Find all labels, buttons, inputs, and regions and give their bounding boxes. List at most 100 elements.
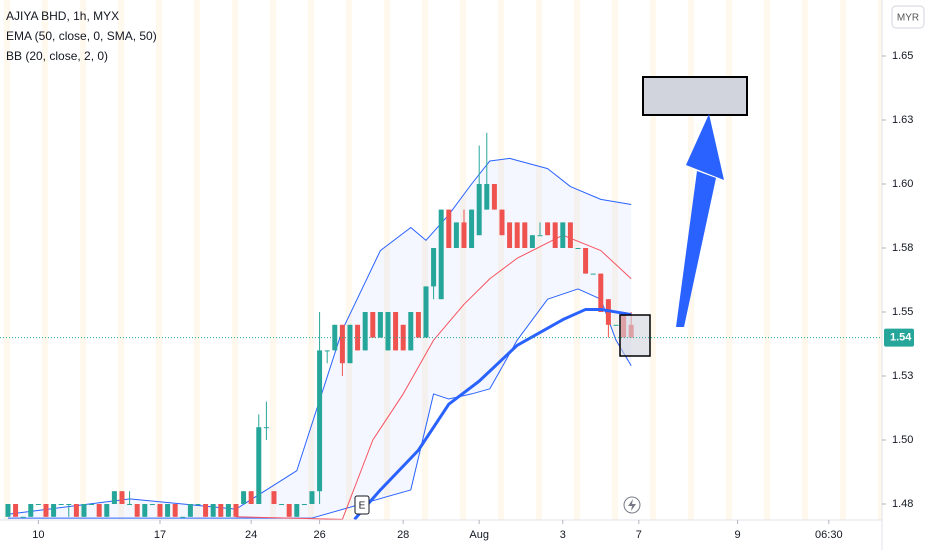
candle-body (180, 516, 186, 518)
session-stripe (574, 0, 580, 520)
candle-body (279, 504, 285, 505)
session-stripe (270, 0, 276, 520)
candle-body (20, 516, 26, 518)
event-label: E (359, 501, 366, 512)
candle-body (58, 504, 64, 505)
candle-body (271, 491, 277, 504)
candle-body (241, 491, 247, 504)
candle-body (142, 504, 148, 517)
plot-area (5, 132, 634, 520)
session-stripe (726, 0, 732, 520)
y-tick-label: 1.58 (892, 242, 913, 254)
candle-body (309, 491, 315, 504)
last-price-label: 1.54 (890, 332, 912, 344)
arrow-shaft[interactable] (676, 171, 716, 327)
candle-body (248, 491, 254, 504)
candle-body (469, 209, 475, 248)
candle-body (157, 504, 163, 517)
legend-bb: BB (20, close, 2, 0) (6, 49, 108, 63)
candle-body (431, 248, 437, 287)
session-stripe (4, 0, 10, 520)
last-price-box (884, 328, 914, 347)
candle-body (51, 504, 57, 517)
candle-body (81, 504, 87, 517)
ema-line (353, 307, 632, 520)
candle-body (317, 350, 323, 492)
session-stripe (156, 0, 162, 520)
candle-body (172, 504, 178, 517)
session-stripe (118, 0, 124, 520)
bb-upper (7, 157, 632, 515)
candle-body (13, 504, 19, 517)
y-tick-label: 1.53 (892, 370, 913, 382)
candle-body (583, 248, 589, 274)
currency-box[interactable] (891, 5, 925, 29)
session-stripe (460, 0, 466, 520)
arrow-head[interactable] (686, 114, 724, 180)
candle-body (408, 312, 414, 351)
candle-body (438, 209, 444, 300)
candle-body (514, 222, 520, 248)
candle-body (446, 209, 452, 248)
session-stripe (42, 0, 48, 520)
candle-body (415, 312, 421, 338)
candle-body (545, 222, 551, 236)
y-tick-label: 1.50 (892, 434, 913, 446)
session-stripe (612, 0, 618, 520)
candle-body (286, 504, 292, 517)
target-box[interactable] (642, 76, 748, 116)
lightning (628, 499, 636, 511)
session-stripe (878, 0, 882, 520)
y-tick-label: 1.63 (892, 114, 913, 126)
candle-body (400, 324, 406, 351)
candle-body (203, 504, 209, 517)
session-stripe (80, 0, 86, 520)
candle-body (453, 222, 459, 248)
candle-body (195, 504, 201, 505)
bb-basis (235, 234, 632, 520)
current-box[interactable] (619, 314, 651, 357)
candle-body (256, 427, 262, 504)
event-marker[interactable] (354, 495, 370, 515)
candle-body (165, 504, 171, 517)
candle-body (347, 324, 353, 364)
session-stripes (4, 0, 882, 520)
bb-fill (7, 158, 632, 519)
x-tick-label: 28 (397, 529, 409, 541)
candle-body (529, 235, 535, 248)
candle-body (73, 504, 79, 517)
candle-body (575, 248, 581, 249)
candle-body (35, 504, 41, 505)
session-stripe (802, 0, 808, 520)
candle-body (393, 312, 399, 351)
candle-body (218, 504, 224, 517)
candle-body (339, 324, 345, 364)
session-stripe (840, 0, 846, 520)
candle-body (385, 312, 391, 351)
currency: MYR (897, 13, 919, 24)
x-tick-label: 10 (32, 529, 44, 541)
candle-body (43, 504, 49, 517)
candle-body (522, 222, 528, 248)
candle-body (613, 324, 619, 326)
candle-body (66, 504, 72, 505)
session-stripe (308, 0, 314, 520)
candle-body (89, 504, 95, 505)
bb-lower (7, 288, 632, 519)
candle-body (537, 235, 543, 237)
x-tick-label: Aug (469, 529, 489, 541)
candle-body (484, 184, 490, 210)
candle-body (5, 504, 11, 517)
candle-body (491, 184, 497, 210)
x-tick-label: 9 (735, 529, 741, 541)
candle-body (377, 312, 383, 338)
session-stripe (536, 0, 542, 520)
candle-body (461, 222, 467, 248)
candle-body (552, 222, 558, 248)
candle-body (476, 184, 482, 236)
candle-body (96, 504, 102, 517)
candle-body (301, 504, 307, 505)
candle-body (233, 504, 239, 517)
